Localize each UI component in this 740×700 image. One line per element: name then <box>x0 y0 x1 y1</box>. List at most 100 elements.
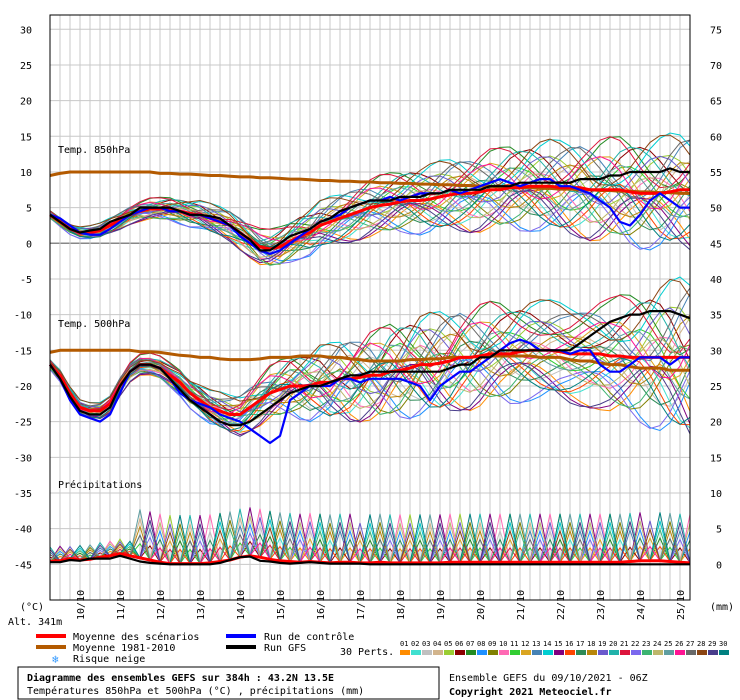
pert-line-t500 <box>49 294 691 411</box>
right-tick-label: 50 <box>710 204 722 215</box>
right-tick-label: 55 <box>710 168 722 179</box>
legend: Moyenne des scénarios Moyenne 1981-2010 … <box>36 631 729 666</box>
pert-legend-swatch <box>444 650 454 655</box>
source-line: Ensemble GEFS du 09/10/2021 - 06Z <box>449 673 648 684</box>
pert-legend-swatch <box>433 650 443 655</box>
pert-legend-swatch <box>466 650 476 655</box>
pert-legend-label: 05 <box>444 640 452 648</box>
pert-line-t500 <box>49 321 691 414</box>
right-tick-label: 30 <box>710 346 722 357</box>
grid <box>49 15 691 601</box>
pert-legend-swatch <box>554 650 564 655</box>
pert-legend-swatch <box>532 650 542 655</box>
pert-legend-label: 06 <box>455 640 463 648</box>
pert-line-t850 <box>49 173 691 258</box>
pert-legend-swatch <box>675 650 685 655</box>
pert-legend-swatch <box>521 650 531 655</box>
copyright-line: Copyright 2021 Meteociel.fr <box>449 686 612 698</box>
pert-legend-swatch <box>631 650 641 655</box>
left-tick-label: 5 <box>26 204 32 215</box>
pert-legend-label: 09 <box>488 640 496 648</box>
pert-line-t500 <box>49 345 691 417</box>
pert-legend-swatch <box>697 650 707 655</box>
left-tick-label: -10 <box>14 311 32 322</box>
pert-legend-label: 28 <box>697 640 705 648</box>
pert-line-t850 <box>49 155 691 242</box>
pert-line-t850 <box>49 190 691 261</box>
pert-line-t500 <box>49 321 691 417</box>
left-tick-label: -45 <box>14 560 32 571</box>
pert-legend-label: 13 <box>532 640 540 648</box>
x-tick-label: 10/10 <box>76 590 87 620</box>
panel-label-t500: Temp. 500hPa <box>58 319 130 330</box>
left-tick-label: -25 <box>14 418 32 429</box>
pert-legend-swatch <box>609 650 619 655</box>
series-line-t500-moyenne-1981-2010 <box>49 348 690 372</box>
left-tick-label: 10 <box>20 168 32 179</box>
pert-legend-label: 03 <box>422 640 430 648</box>
left-tick-label: 15 <box>20 132 32 143</box>
right-tick-label: 70 <box>710 61 722 72</box>
pert-line-t500 <box>49 287 691 407</box>
pert-legend-label: 23 <box>642 640 650 648</box>
left-tick-label: -30 <box>14 453 32 464</box>
legend-label-mean: Moyenne des scénarios <box>73 631 199 643</box>
pert-legend-label: 12 <box>521 640 529 648</box>
pert-legend-label: 26 <box>675 640 683 648</box>
pert-line-t850 <box>49 189 691 266</box>
x-tick-label: 23/10 <box>596 590 607 620</box>
pert-legend-swatch <box>411 650 421 655</box>
pert-legend-swatch <box>499 650 509 655</box>
left-tick-label: 30 <box>20 25 32 36</box>
x-tick-label: 24/10 <box>636 590 647 620</box>
x-tick-label: 19/10 <box>436 590 447 620</box>
legend-label-perts: 30 Perts. <box>340 647 394 658</box>
pert-legend-swatch <box>708 650 718 655</box>
pert-line-t850 <box>49 191 691 265</box>
pert-legend-label: 17 <box>576 640 584 648</box>
pert-legend-label: 19 <box>598 640 606 648</box>
panel-label-t850: Temp. 850hPa <box>58 145 130 156</box>
right-tick-label: 75 <box>710 25 722 36</box>
series-line-t850-run-gfs <box>49 167 690 252</box>
pert-legend-label: 18 <box>587 640 595 648</box>
pert-legend-swatch <box>477 650 487 655</box>
left-tick-label: -40 <box>14 525 32 536</box>
left-tick-label: -20 <box>14 382 32 393</box>
right-tick-label: 40 <box>710 275 722 286</box>
pert-legend-label: 11 <box>510 640 518 648</box>
pert-line-t850 <box>49 136 691 233</box>
left-tick-label: 0 <box>26 239 32 250</box>
pert-legend-swatch <box>400 650 410 655</box>
series-line-precip-moyenne-des-sc-narios <box>49 552 691 566</box>
x-tick-label: 13/10 <box>196 590 207 620</box>
pert-line-t500 <box>49 362 691 437</box>
x-tick-label: 16/10 <box>316 590 327 620</box>
right-tick-label: 5 <box>716 525 722 536</box>
pert-legend-swatch <box>686 650 696 655</box>
pert-legend-label: 25 <box>664 640 672 648</box>
left-axis-unit: (°C) <box>20 602 44 613</box>
pert-legend-label: 10 <box>499 640 507 648</box>
pert-legend-swatch <box>642 650 652 655</box>
pert-legend-swatch <box>664 650 674 655</box>
right-tick-label: 65 <box>710 97 722 108</box>
series-line-t850-moyenne-des-sc-narios <box>49 184 690 251</box>
pert-legend-label: 24 <box>653 640 661 648</box>
pert-legend-swatch <box>488 650 498 655</box>
pert-legend-swatch <box>543 650 553 655</box>
pert-legend-label: 29 <box>708 640 716 648</box>
pert-legend-swatch <box>719 650 729 655</box>
snowflake-icon: ❄ <box>52 653 59 666</box>
pert-legend-label: 04 <box>433 640 441 648</box>
pert-legend-label: 22 <box>631 640 639 648</box>
legend-label-climate: Moyenne 1981-2010 <box>73 643 175 654</box>
pert-legend-label: 02 <box>411 640 419 648</box>
series-lines <box>48 167 691 566</box>
pert-legend-label: 20 <box>609 640 617 648</box>
x-tick-label: 14/10 <box>236 590 247 620</box>
legend-label-snow: Risque neige <box>73 654 145 665</box>
chart-subtitle: Températures 850hPa et 500hPa (°C) , pré… <box>27 685 364 697</box>
